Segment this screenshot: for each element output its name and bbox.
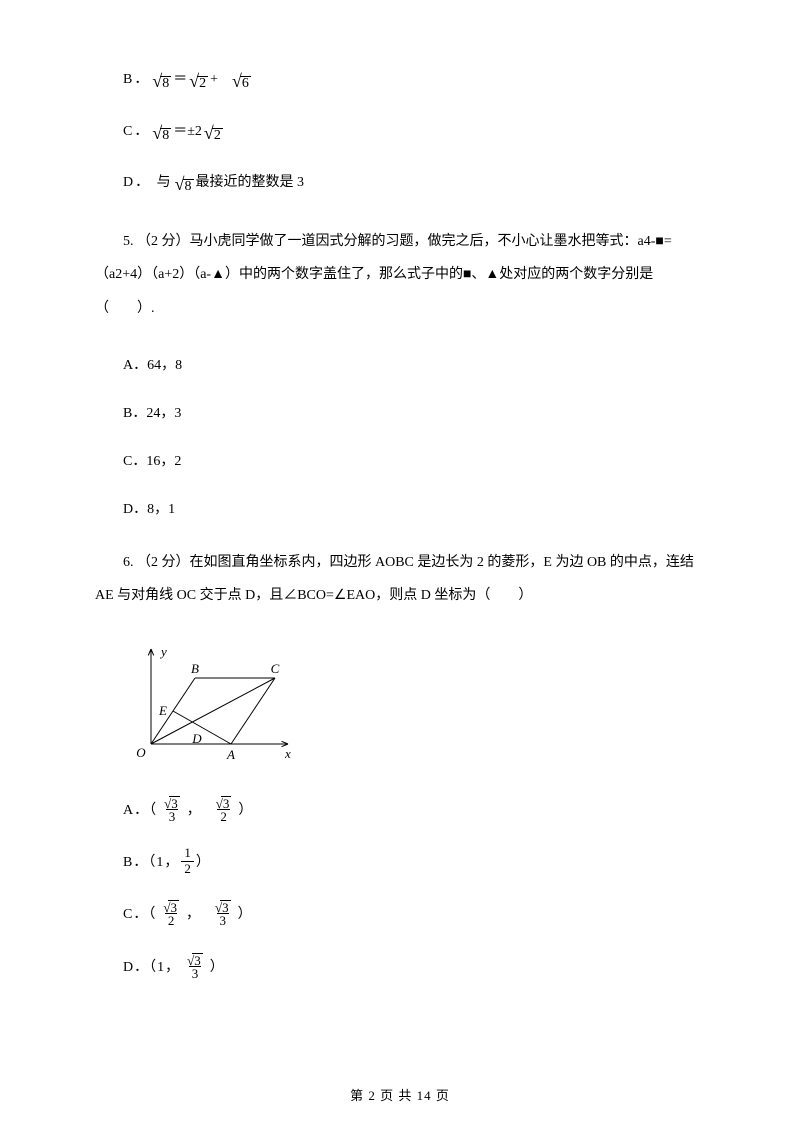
eq-text: ＝ <box>173 70 187 90</box>
q6-option-b: B．（1， 1 2 ） <box>123 848 705 878</box>
opt-letter: C． <box>123 122 150 142</box>
q6-option-a: A．（ √3 3 ， √3 2 ） <box>123 796 705 827</box>
sqrt-6: √6 <box>232 72 251 91</box>
svg-text:E: E <box>158 703 167 718</box>
svg-text:D: D <box>191 731 202 746</box>
frac: √3 3 <box>182 951 208 982</box>
opt-pre: B．（1， <box>123 853 179 873</box>
frac: 1 2 <box>181 846 194 876</box>
q6-diagram: O A B C E Dy x <box>123 641 705 776</box>
svg-text:O: O <box>136 745 146 760</box>
svg-text:B: B <box>191 661 199 676</box>
sqrt-2: √2 <box>189 72 208 91</box>
q6-option-d: D．（1， √3 3 ） <box>123 953 705 984</box>
q5-option-b: B．24，3 <box>123 402 705 422</box>
q6-option-c: C．（ √3 2 ， √3 3 ） <box>123 900 705 931</box>
q5-option-d: D．8，1 <box>123 498 705 518</box>
opt-pre: D．（1， <box>123 958 180 978</box>
sqrt-8: √8 <box>152 72 171 91</box>
frac: √3 3 <box>159 794 185 825</box>
opt-end: ） <box>238 801 252 821</box>
prev-option-c: C． √8 ＝±2 √2 <box>123 122 705 142</box>
after-text: 最接近的整数是 3 <box>196 173 305 193</box>
q5-option-c: C．16，2 <box>123 450 705 470</box>
opt-pre: A．（ <box>123 801 157 821</box>
sqrt-8: √8 <box>152 124 171 143</box>
sqrt-8: √8 <box>175 175 194 194</box>
opt-end: ） <box>210 958 224 978</box>
opt-pre: C．（ <box>123 905 156 925</box>
question-6-text: 6. （2 分）在如图直角坐标系内，四边形 AOBC 是边长为 2 的菱形，E … <box>95 546 705 613</box>
frac: √3 2 <box>211 794 237 825</box>
page-footer: 第 2 页 共 14 页 <box>0 1085 800 1104</box>
opt-mid: ， <box>186 905 200 925</box>
svg-text:C: C <box>271 661 280 676</box>
svg-text:x: x <box>284 746 291 761</box>
opt-end: ） <box>238 905 252 925</box>
svg-text:A: A <box>226 747 235 762</box>
prev-option-d: D． 与 √8 最接近的整数是 3 <box>123 173 705 193</box>
frac: √3 2 <box>158 898 184 929</box>
question-5-text: 5. （2 分）马小虎同学做了一道因式分解的习题，做完之后，不小心让墨水把等式：… <box>95 225 705 326</box>
svg-text:y: y <box>159 644 167 659</box>
sqrt-2: √2 <box>204 124 223 143</box>
plus-text: + <box>210 70 218 90</box>
eq-text: ＝±2 <box>173 122 202 142</box>
opt-letter: D． 与 <box>123 173 173 193</box>
q5-option-a: A．64，8 <box>123 354 705 374</box>
opt-end: ） <box>196 853 210 873</box>
opt-letter: B． <box>123 70 150 90</box>
opt-mid: ， <box>187 801 201 821</box>
frac: √3 3 <box>210 898 236 929</box>
prev-option-b: B． √8 ＝ √2 + √6 <box>123 70 705 90</box>
